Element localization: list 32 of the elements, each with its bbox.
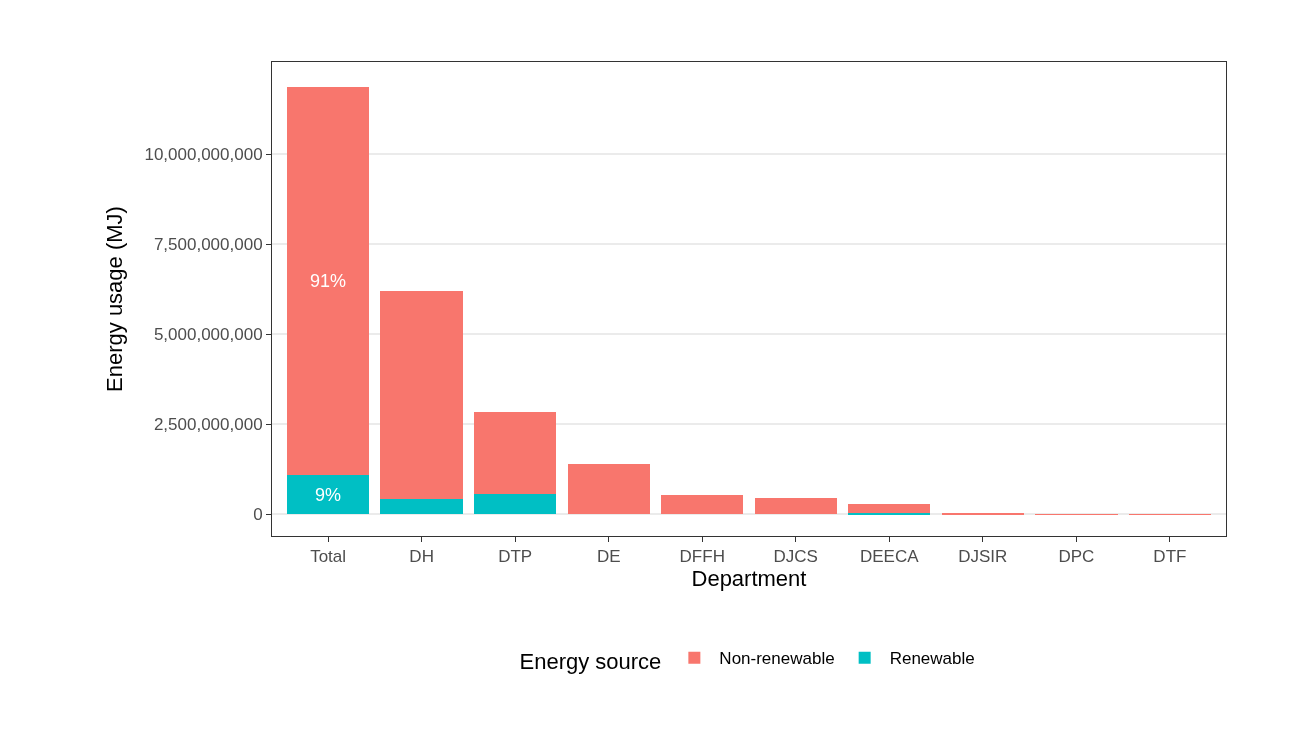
bar	[286, 475, 370, 515]
bar	[474, 493, 557, 515]
bar	[380, 291, 463, 499]
x-axis-title: Department	[691, 566, 807, 592]
x-tick-label: DTF	[1153, 547, 1187, 567]
y-tick-label: 10,000,000,000	[144, 145, 263, 165]
legend-title: Energy source	[519, 648, 662, 674]
bar	[380, 498, 463, 515]
bar	[286, 86, 370, 476]
bar	[567, 464, 650, 515]
bar	[661, 494, 744, 515]
x-tick-label: DE	[596, 547, 621, 567]
x-tick-label: DJSIR	[958, 547, 1008, 567]
y-tick-label: 0	[253, 505, 263, 525]
bar	[474, 412, 557, 494]
x-tick-label: Total	[310, 547, 347, 567]
x-tick-label: DFFH	[679, 547, 725, 567]
x-tick-label: DEECA	[860, 547, 920, 567]
y-tick-label: 2,500,000,000	[153, 415, 263, 435]
y-tick-label: 7,500,000,000	[153, 235, 263, 255]
x-tick-label: DJCS	[773, 547, 818, 567]
y-axis-title: Energy usage (MJ)	[102, 206, 128, 392]
x-tick-label: DH	[409, 547, 434, 567]
x-tick-label: DTP	[498, 547, 533, 567]
legend-label: Non-renewable	[719, 649, 835, 669]
legend-label: Renewable	[889, 649, 975, 669]
annotation: 9%	[315, 485, 342, 505]
bar	[848, 503, 931, 513]
x-tick-label: DPC	[1058, 547, 1095, 567]
annotation: 91%	[310, 271, 347, 291]
bar	[754, 497, 837, 515]
y-tick-label: 5,000,000,000	[153, 325, 263, 345]
